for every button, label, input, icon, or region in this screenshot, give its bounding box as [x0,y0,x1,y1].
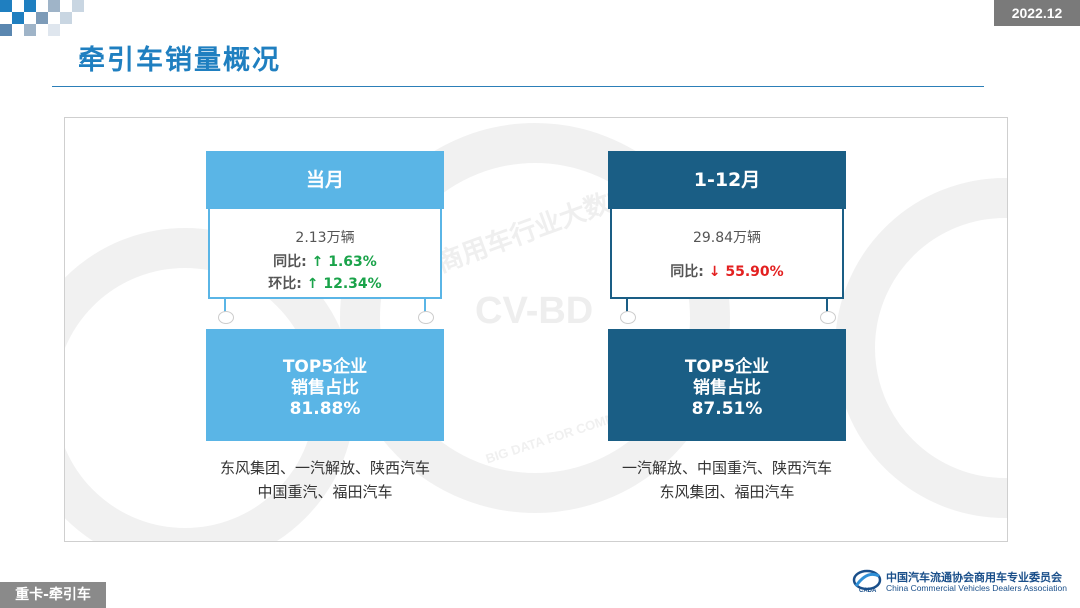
monthly-mom: 环比: ↑ 12.34% [210,273,440,293]
corner-checker-decoration [0,0,84,36]
monthly-mom-value: ↑ 12.34% [306,276,382,292]
monthly-top5-line2: 销售占比 [291,378,359,398]
monthly-yoy: 同比: ↑ 1.63% [210,251,440,271]
association-name-cn: 中国汽车流通协会商用车专业委员会 [886,571,1062,584]
title-divider [52,86,984,87]
date-badge: 2022.12 [994,0,1080,26]
association-name-en: China Commercial Vehicles Dealers Associ… [886,583,1067,593]
ytd-companies-line2: 东风集团、福田汽车 [659,483,795,501]
monthly-companies-line1: 东风集团、一汽解放、陕西汽车 [219,459,430,477]
monthly-card: 当月 2.13万辆 同比: ↑ 1.63% 环比: ↑ 12.34% TOP5企… [206,151,444,441]
monthly-top5-value: 81.88% [289,399,361,419]
ytd-volume: 29.84万辆 [692,230,762,246]
monthly-connector [206,299,444,329]
ytd-top5-line1: TOP5企业 [684,357,770,377]
ytd-top5-value: 87.51% [691,399,763,419]
ytd-connector [608,299,846,329]
ytd-stats-box: 29.84万辆 同比: ↓ 55.90% [610,209,844,299]
monthly-companies: 东风集团、一汽解放、陕西汽车 中国重汽、福田汽车 [206,456,444,504]
monthly-top5-line1: TOP5企业 [282,357,368,377]
ytd-card-header: 1-12月 [608,151,846,209]
ytd-companies: 一汽解放、中国重汽、陕西汽车 东风集团、福田汽车 [608,456,846,504]
section-tag: 重卡-牵引车 [0,582,106,608]
watermark-text-en: CV-BD [475,290,593,332]
ytd-companies-line1: 一汽解放、中国重汽、陕西汽车 [621,459,832,477]
ytd-top5-line2: 销售占比 [693,378,761,398]
monthly-companies-line2: 中国重汽、福田汽车 [257,483,393,501]
monthly-card-header: 当月 [206,151,444,209]
ytd-yoy-label: 同比: [670,264,704,280]
ytd-yoy: 同比: ↓ 55.90% [612,261,842,281]
monthly-top5-box: TOP5企业 销售占比 81.88% [206,329,444,441]
svg-text:CADA: CADA [859,588,877,594]
ytd-yoy-value: ↓ 55.90% [708,264,784,280]
page-title: 牵引车销量概况 [78,45,281,76]
monthly-mom-label: 环比: [268,276,302,292]
association-logo-icon: CADA [852,569,882,594]
monthly-yoy-value: ↑ 1.63% [311,254,377,270]
monthly-volume: 2.13万辆 [295,230,355,246]
ytd-top5-box: TOP5企业 销售占比 87.51% [608,329,846,441]
ytd-card: 1-12月 29.84万辆 同比: ↓ 55.90% TOP5企业 销售占比 8… [608,151,846,441]
monthly-stats-box: 2.13万辆 同比: ↑ 1.63% 环比: ↑ 12.34% [208,209,442,299]
monthly-yoy-label: 同比: [273,254,307,270]
